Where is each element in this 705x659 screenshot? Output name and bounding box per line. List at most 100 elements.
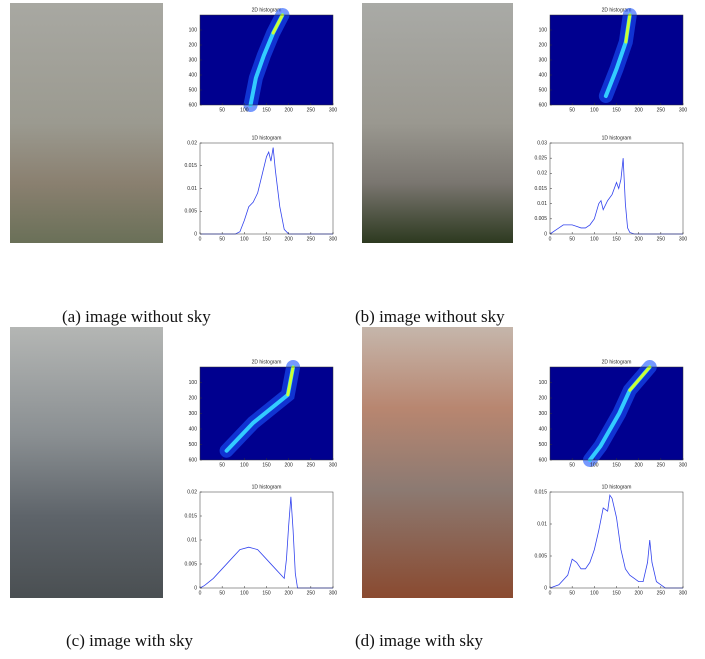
x-tick-label: 50 xyxy=(569,236,575,242)
x-tick-label: 200 xyxy=(284,236,293,242)
x-tick-label: 100 xyxy=(240,590,249,596)
x-tick-label: 300 xyxy=(329,236,338,242)
y-tick-label: 400 xyxy=(189,426,198,432)
x-tick-label: 200 xyxy=(634,236,643,242)
x-tick-label: 50 xyxy=(569,107,575,113)
plot-area xyxy=(550,492,683,588)
y-tick-label: 400 xyxy=(539,72,548,78)
x-tick-label: 50 xyxy=(219,590,225,596)
y-tick-label: 500 xyxy=(189,442,198,448)
photo xyxy=(362,327,513,598)
chart-title: 2D histogram xyxy=(252,359,282,365)
chart-title: 1D histogram xyxy=(252,135,282,141)
y-tick-label: 0.025 xyxy=(534,155,547,161)
y-tick-label: 600 xyxy=(189,457,198,463)
x-tick-label: 150 xyxy=(612,236,621,242)
chart-title: 2D histogram xyxy=(602,359,632,365)
x-tick-label: 200 xyxy=(284,107,293,113)
caption: (d) image with sky xyxy=(355,631,483,650)
y-tick-label: 0.01 xyxy=(537,201,547,207)
x-tick-label: 100 xyxy=(590,462,599,468)
y-tick-label: 0.005 xyxy=(534,216,547,222)
chart-title: 1D histogram xyxy=(252,484,282,490)
x-tick-label: 100 xyxy=(590,236,599,242)
x-tick-label: 200 xyxy=(634,590,643,596)
y-tick-label: 0.015 xyxy=(184,163,197,169)
y-tick-label: 100 xyxy=(539,27,548,33)
x-tick-label: 0 xyxy=(549,236,552,242)
caption: (c) image with sky xyxy=(66,631,193,650)
plot-area xyxy=(550,143,683,234)
x-tick-label: 300 xyxy=(679,236,688,242)
chart-title: 1D histogram xyxy=(602,135,632,141)
x-tick-label: 300 xyxy=(329,462,338,468)
y-tick-label: 0.005 xyxy=(534,553,547,559)
y-tick-label: 0.01 xyxy=(537,521,547,527)
caption: (a) image without sky xyxy=(62,307,211,326)
x-tick-label: 300 xyxy=(679,590,688,596)
x-tick-label: 250 xyxy=(657,590,666,596)
x-tick-label: 150 xyxy=(612,107,621,113)
x-tick-label: 300 xyxy=(679,107,688,113)
y-tick-label: 0.02 xyxy=(187,140,197,146)
x-tick-label: 0 xyxy=(199,236,202,242)
x-tick-label: 0 xyxy=(549,590,552,596)
x-tick-label: 100 xyxy=(240,462,249,468)
x-tick-label: 300 xyxy=(329,107,338,113)
y-tick-label: 600 xyxy=(189,102,198,108)
y-tick-label: 0.005 xyxy=(184,209,197,215)
y-tick-label: 0.01 xyxy=(187,537,197,543)
y-tick-label: 600 xyxy=(539,102,548,108)
x-tick-label: 250 xyxy=(657,236,666,242)
y-tick-label: 300 xyxy=(539,57,548,63)
y-tick-label: 600 xyxy=(539,457,548,463)
y-tick-label: 400 xyxy=(189,72,198,78)
y-tick-label: 200 xyxy=(539,395,548,401)
x-tick-label: 100 xyxy=(590,590,599,596)
x-tick-label: 300 xyxy=(679,462,688,468)
x-tick-label: 50 xyxy=(219,236,225,242)
x-tick-label: 300 xyxy=(329,590,338,596)
figure: (a) image without sky (b) image without … xyxy=(0,0,705,659)
chart-title: 1D histogram xyxy=(602,484,632,490)
x-tick-label: 150 xyxy=(262,107,271,113)
y-tick-label: 0 xyxy=(194,231,197,237)
y-tick-label: 300 xyxy=(539,411,548,417)
y-tick-label: 300 xyxy=(189,57,198,63)
y-tick-label: 300 xyxy=(189,411,198,417)
caption: (b) image without sky xyxy=(355,307,505,326)
photo xyxy=(10,327,163,598)
y-tick-label: 0.02 xyxy=(187,489,197,495)
x-tick-label: 200 xyxy=(284,590,293,596)
photo xyxy=(10,3,163,243)
x-tick-label: 150 xyxy=(262,590,271,596)
x-tick-label: 250 xyxy=(307,590,316,596)
x-tick-label: 50 xyxy=(569,462,575,468)
plot-area xyxy=(200,492,333,588)
y-tick-label: 100 xyxy=(189,27,198,33)
y-tick-label: 500 xyxy=(539,442,548,448)
y-tick-label: 0.015 xyxy=(534,186,547,192)
x-tick-label: 100 xyxy=(240,236,249,242)
x-tick-label: 50 xyxy=(569,590,575,596)
x-tick-label: 200 xyxy=(634,462,643,468)
x-tick-label: 150 xyxy=(612,462,621,468)
x-tick-label: 150 xyxy=(262,462,271,468)
y-tick-label: 500 xyxy=(539,87,548,93)
x-tick-label: 150 xyxy=(612,590,621,596)
y-tick-label: 0.01 xyxy=(187,186,197,192)
y-tick-label: 0 xyxy=(544,231,547,237)
y-tick-label: 0.005 xyxy=(184,561,197,567)
x-tick-label: 100 xyxy=(590,107,599,113)
y-tick-label: 500 xyxy=(189,87,198,93)
y-tick-label: 100 xyxy=(539,380,548,386)
x-tick-label: 50 xyxy=(219,107,225,113)
y-tick-label: 0.02 xyxy=(537,171,547,177)
x-tick-label: 250 xyxy=(307,107,316,113)
y-tick-label: 0.03 xyxy=(537,140,547,146)
y-tick-label: 200 xyxy=(189,42,198,48)
y-tick-label: 0 xyxy=(194,585,197,591)
x-tick-label: 100 xyxy=(240,107,249,113)
x-tick-label: 200 xyxy=(284,462,293,468)
x-tick-label: 50 xyxy=(219,462,225,468)
